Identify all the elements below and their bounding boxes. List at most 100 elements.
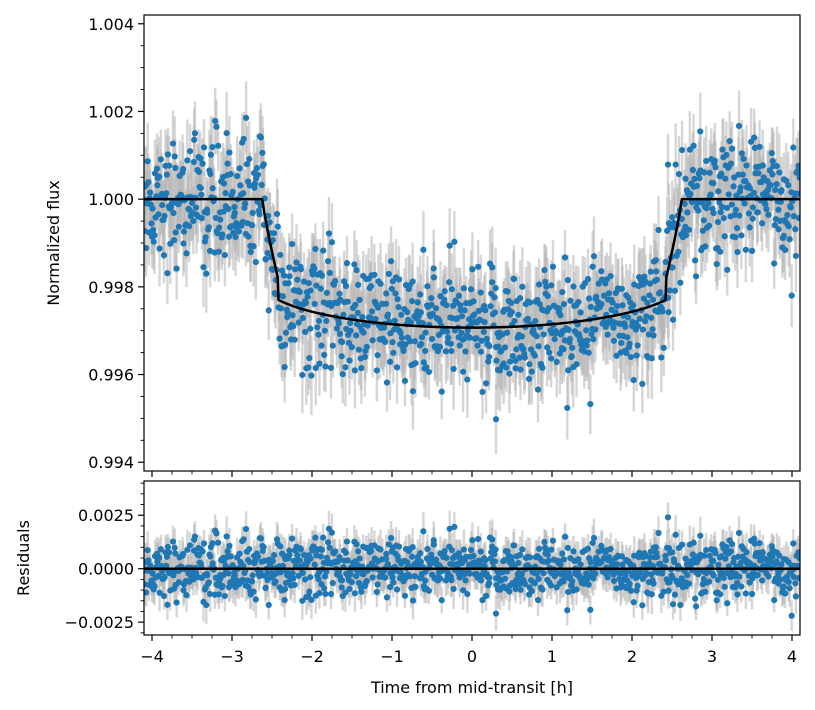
flux-point (711, 157, 718, 164)
flux-point (306, 354, 313, 362)
residual-point (722, 555, 729, 562)
residual-point (544, 551, 551, 558)
flux-point (589, 263, 596, 270)
flux-point (795, 214, 800, 222)
flux-point (584, 337, 591, 344)
flux-point (144, 244, 150, 252)
residual-point (703, 546, 710, 554)
flux-point (669, 316, 677, 323)
flux-point (373, 367, 380, 374)
flux-point (551, 336, 558, 343)
x-axis-label: Time from mid-transit [h] (370, 678, 573, 697)
residual-point (706, 552, 713, 559)
flux-point (624, 314, 632, 321)
residual-point (587, 606, 594, 613)
flux-point (778, 187, 785, 194)
flux-point (430, 274, 438, 281)
residual-point (323, 554, 330, 561)
residual-point (149, 570, 156, 577)
flux-point (228, 223, 235, 230)
flux-point (483, 335, 490, 342)
flux-point (265, 307, 272, 314)
flux-point (180, 240, 187, 247)
residual-point (382, 555, 390, 563)
flux-point (444, 328, 451, 335)
flux-point (549, 263, 557, 270)
residual-point (646, 554, 654, 561)
flux-point (186, 223, 193, 230)
residual-point (545, 557, 552, 564)
residual-point (573, 586, 580, 593)
flux-point (672, 161, 679, 168)
residual-point (205, 579, 212, 586)
flux-point (429, 310, 436, 318)
flux-point (202, 234, 209, 241)
residual-point (302, 576, 309, 583)
flux-point (732, 234, 739, 241)
residual-point (742, 590, 749, 597)
flux-point (528, 368, 535, 375)
flux-point (771, 260, 778, 267)
flux-point (311, 300, 318, 308)
flux-point (341, 278, 348, 285)
flux-point (195, 168, 203, 176)
flux-point (338, 338, 346, 346)
flux-point (169, 199, 176, 206)
flux-point (251, 180, 259, 187)
flux-point (304, 293, 311, 300)
flux-point (790, 144, 797, 151)
flux-point (513, 346, 520, 353)
residual-point (277, 543, 284, 550)
residual-point (684, 572, 691, 579)
flux-point (587, 401, 594, 408)
flux-point (374, 304, 382, 311)
flux-point (604, 331, 611, 338)
flux-point (721, 233, 728, 240)
residual-point (479, 597, 486, 604)
residual-point (607, 545, 614, 553)
flux-point (323, 317, 330, 325)
flux-point (447, 340, 454, 347)
flux-point (588, 331, 595, 338)
flux-point (383, 290, 390, 297)
residual-point (790, 573, 797, 581)
flux-point (751, 134, 758, 141)
flux-point (653, 276, 661, 283)
flux-point (457, 302, 464, 309)
flux-point (627, 353, 635, 361)
flux-point (486, 342, 493, 350)
flux-point (225, 233, 233, 240)
x-tick-label: 2 (627, 647, 637, 666)
flux-point (305, 280, 312, 287)
flux-point (294, 276, 301, 283)
flux-point (754, 209, 761, 216)
flux-point (286, 264, 293, 271)
flux-point (664, 161, 672, 168)
flux-point (446, 242, 453, 249)
residual-point (583, 570, 590, 577)
flux-point (687, 190, 694, 197)
residual-point (317, 553, 324, 560)
residual-point (363, 577, 370, 585)
residual-point (385, 541, 392, 548)
flux-point (164, 270, 171, 277)
flux-point (239, 218, 246, 226)
flux-point (469, 266, 476, 273)
flux-point (782, 246, 789, 254)
residual-point (420, 528, 427, 535)
flux-point (585, 349, 592, 356)
residual-point (438, 597, 445, 604)
flux-point (524, 315, 531, 322)
residual-point (290, 575, 297, 582)
flux-point (543, 283, 550, 290)
flux-point (718, 203, 726, 211)
residual-point (548, 546, 555, 553)
residual-point (619, 561, 626, 568)
flux-point (242, 200, 249, 207)
flux-point (240, 135, 247, 142)
x-tick-label: −2 (300, 647, 324, 666)
residual-point (409, 544, 416, 551)
flux-point (172, 164, 179, 172)
flux-point (191, 136, 198, 143)
flux-point (736, 212, 743, 219)
